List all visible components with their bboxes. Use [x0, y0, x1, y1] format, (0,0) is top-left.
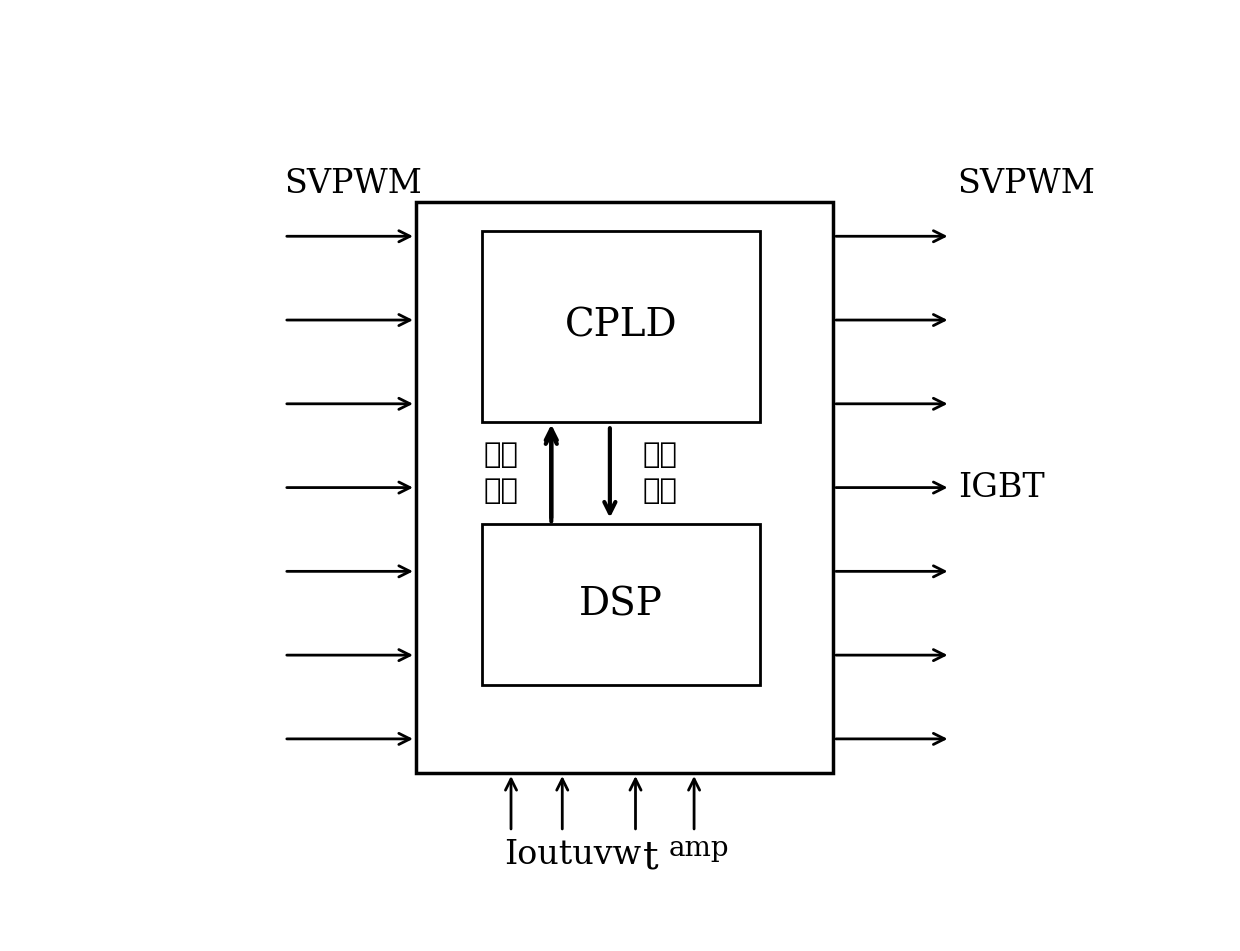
- Text: IGBT: IGBT: [957, 472, 1044, 504]
- Bar: [481, 231, 760, 421]
- Text: amp: amp: [668, 835, 729, 863]
- Text: DSP: DSP: [579, 586, 663, 623]
- Bar: [481, 524, 760, 686]
- Text: 数据
总线: 数据 总线: [642, 440, 678, 505]
- Text: SVPWM: SVPWM: [284, 167, 422, 200]
- Text: CPLD: CPLD: [564, 308, 677, 345]
- Bar: [415, 202, 833, 773]
- Text: SVPWM: SVPWM: [957, 167, 1096, 200]
- Text: 地址
总线: 地址 总线: [484, 440, 518, 505]
- Text: t: t: [642, 839, 658, 876]
- Text: Ioutuvw: Ioutuvw: [503, 839, 641, 871]
